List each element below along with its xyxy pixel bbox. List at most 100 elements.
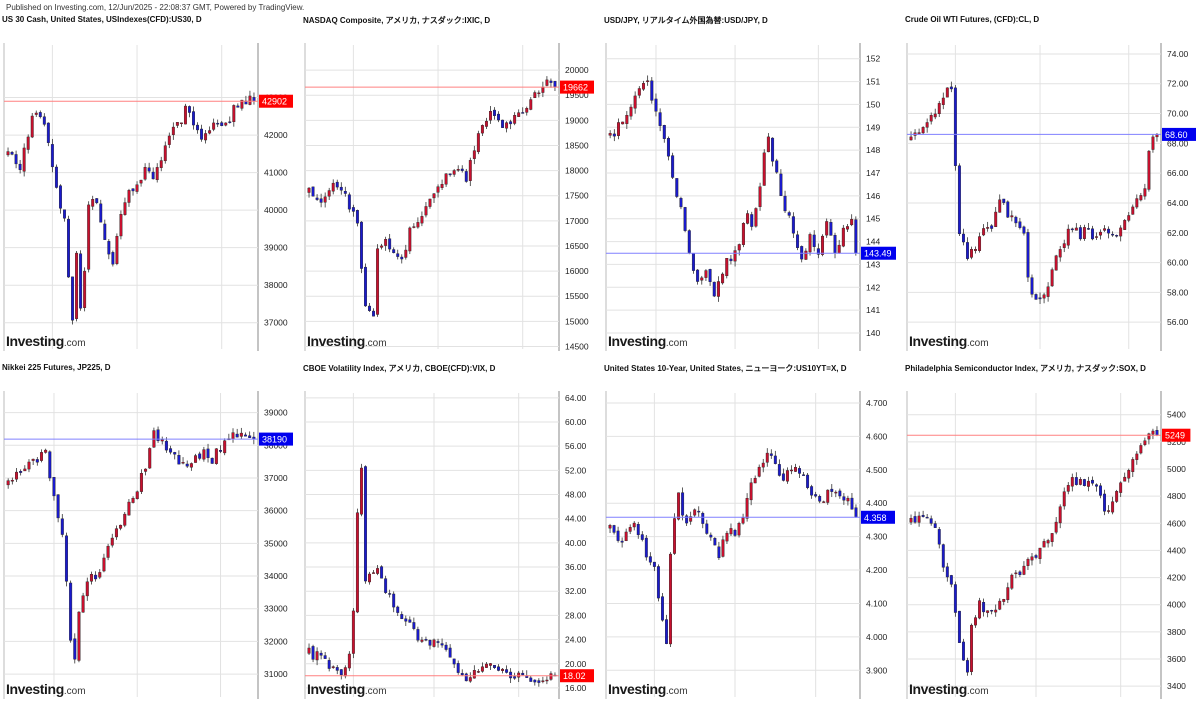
y-tick-label: 16500	[565, 241, 589, 251]
candle-body	[729, 528, 733, 535]
candle-body	[650, 80, 654, 101]
candle-body	[802, 474, 806, 476]
candle-body	[1046, 540, 1050, 544]
candle-body	[545, 79, 549, 86]
y-tick-label: 15000	[565, 316, 589, 326]
candle-body	[737, 523, 741, 536]
candle-body	[384, 578, 388, 593]
candle-body	[144, 468, 148, 472]
candle-body	[232, 105, 236, 123]
y-tick-label: 72.00	[1167, 79, 1189, 89]
investing-logo: Investing.com	[6, 333, 86, 349]
candle-body	[1058, 249, 1062, 258]
candle-body	[505, 122, 509, 129]
candle-body	[248, 435, 252, 438]
candle-body	[974, 249, 977, 251]
candle-body	[331, 666, 335, 668]
candle-body	[58, 185, 62, 209]
candle-body	[970, 624, 973, 672]
candle-body	[925, 122, 929, 128]
chart-svg: 16.00 20.00 24.00 28.00 32.00 36.00 40.00 44.00…	[304, 391, 594, 699]
candle-body	[617, 122, 620, 136]
candle-body	[1002, 198, 1006, 203]
candle-body	[464, 171, 468, 182]
candle-body	[1091, 228, 1094, 240]
candle-body	[224, 122, 228, 126]
logo-suffix: .com	[665, 338, 688, 349]
candle-body	[10, 152, 14, 155]
candle-body	[110, 537, 114, 546]
candle-body	[448, 173, 452, 176]
candle-body	[392, 593, 396, 608]
candle-body	[252, 97, 256, 102]
candle-body	[103, 223, 107, 240]
candle-body	[537, 680, 541, 683]
last-price-label: 18.02	[563, 671, 586, 681]
y-tick-label: 20.00	[565, 659, 587, 669]
chart-title: Nikkei 225 Futures, JP225, D	[2, 363, 111, 372]
candle-body	[1135, 198, 1139, 208]
candle-body	[998, 600, 1002, 610]
candle-body	[1074, 477, 1078, 485]
candle-body	[509, 121, 513, 125]
candle-body	[248, 95, 252, 105]
y-tick-label: 39000	[264, 408, 288, 418]
candle-body	[545, 679, 549, 682]
candle-body	[388, 593, 392, 595]
candle-body	[54, 166, 58, 188]
logo-brand: Investing	[909, 333, 967, 349]
y-tick-label: 31000	[264, 669, 288, 679]
candle-body	[480, 666, 484, 672]
candle-body	[1038, 297, 1042, 300]
candle-body	[1006, 201, 1010, 218]
candle-body	[725, 258, 729, 277]
candle-body	[119, 214, 123, 237]
candle-body	[713, 538, 717, 546]
candle-body	[529, 677, 533, 682]
candle-body	[829, 222, 833, 236]
y-tick-label: 68.00	[1167, 138, 1189, 148]
candle-body	[31, 458, 35, 461]
candle-body	[521, 112, 525, 114]
chart-svg: 3400 3600 3800 4000 4200 4400 4600 4800 5000 5200…	[906, 391, 1191, 699]
candle-body	[1139, 195, 1143, 201]
candle-body	[937, 103, 941, 115]
candle-body	[945, 566, 949, 578]
candle-body	[315, 651, 319, 661]
candle-body	[957, 610, 961, 643]
candle-body	[749, 482, 753, 501]
candle-body	[46, 122, 50, 143]
candle-body	[974, 617, 977, 626]
candle-body	[497, 666, 500, 671]
y-tick-label: 20000	[565, 65, 589, 75]
candle-body	[765, 452, 769, 463]
candle-body	[39, 452, 43, 461]
last-price-marker	[1162, 127, 1196, 141]
y-tick-label: 145	[866, 214, 880, 224]
candle-body	[408, 619, 412, 623]
y-tick-label: 4400	[1167, 545, 1186, 555]
candle-body	[1042, 294, 1046, 299]
candle-body	[1026, 232, 1030, 278]
candle-body	[957, 165, 961, 235]
candle-body	[1091, 479, 1094, 484]
candle-body	[127, 190, 131, 203]
candle-body	[1042, 541, 1046, 548]
candle-body	[941, 544, 945, 568]
candle-body	[235, 433, 239, 438]
candle-body	[825, 221, 829, 236]
candle-body	[343, 190, 347, 194]
candle-body	[1030, 556, 1034, 561]
y-tick-label: 18500	[565, 140, 589, 150]
candle-body	[1054, 521, 1058, 533]
y-tick-label: 70.00	[1167, 109, 1189, 119]
candle-body	[1058, 506, 1062, 524]
candle-body	[359, 467, 363, 515]
candle-body	[842, 496, 846, 501]
candle-body	[159, 160, 163, 168]
candle-body	[493, 109, 496, 116]
candle-body	[994, 211, 998, 228]
candle-body	[135, 184, 139, 192]
candle-body	[480, 125, 484, 134]
candle-body	[640, 534, 644, 540]
